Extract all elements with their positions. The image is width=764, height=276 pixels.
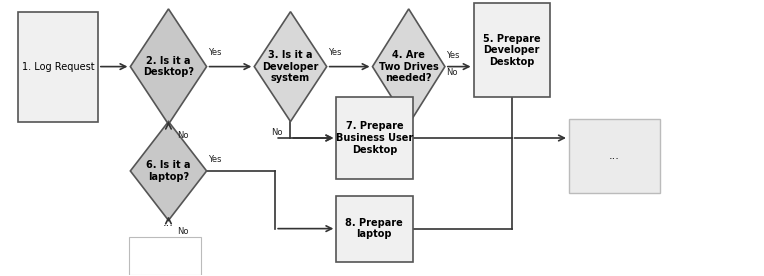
FancyBboxPatch shape: [569, 119, 660, 193]
Text: ...: ...: [163, 218, 174, 228]
Polygon shape: [131, 121, 206, 220]
Text: 3. Is it a
Developer
system: 3. Is it a Developer system: [262, 50, 319, 83]
FancyBboxPatch shape: [336, 196, 413, 262]
Polygon shape: [254, 12, 327, 121]
FancyBboxPatch shape: [18, 12, 98, 121]
Text: Yes: Yes: [329, 48, 342, 57]
Polygon shape: [131, 9, 206, 124]
Text: 4. Are
Two Drives
needed?: 4. Are Two Drives needed?: [379, 50, 439, 83]
Text: Yes: Yes: [208, 155, 222, 164]
Text: 7. Prepare
Business User
Desktop: 7. Prepare Business User Desktop: [335, 121, 413, 155]
Text: 1. Log Request: 1. Log Request: [21, 62, 94, 71]
Text: ...: ...: [609, 151, 620, 161]
Text: 6. Is it a
laptop?: 6. Is it a laptop?: [146, 160, 191, 182]
Text: 5. Prepare
Developer
Desktop: 5. Prepare Developer Desktop: [483, 33, 540, 67]
Text: Yes: Yes: [446, 51, 460, 60]
FancyBboxPatch shape: [474, 3, 550, 97]
Text: 8. Prepare
laptop: 8. Prepare laptop: [345, 218, 403, 239]
Text: No: No: [177, 227, 189, 236]
Text: Yes: Yes: [208, 48, 222, 57]
Text: No: No: [177, 131, 189, 140]
FancyBboxPatch shape: [336, 97, 413, 179]
Text: No: No: [271, 128, 283, 137]
Text: 2. Is it a
Desktop?: 2. Is it a Desktop?: [143, 56, 194, 77]
Polygon shape: [373, 9, 445, 124]
Text: No: No: [446, 68, 458, 77]
FancyBboxPatch shape: [129, 237, 201, 275]
